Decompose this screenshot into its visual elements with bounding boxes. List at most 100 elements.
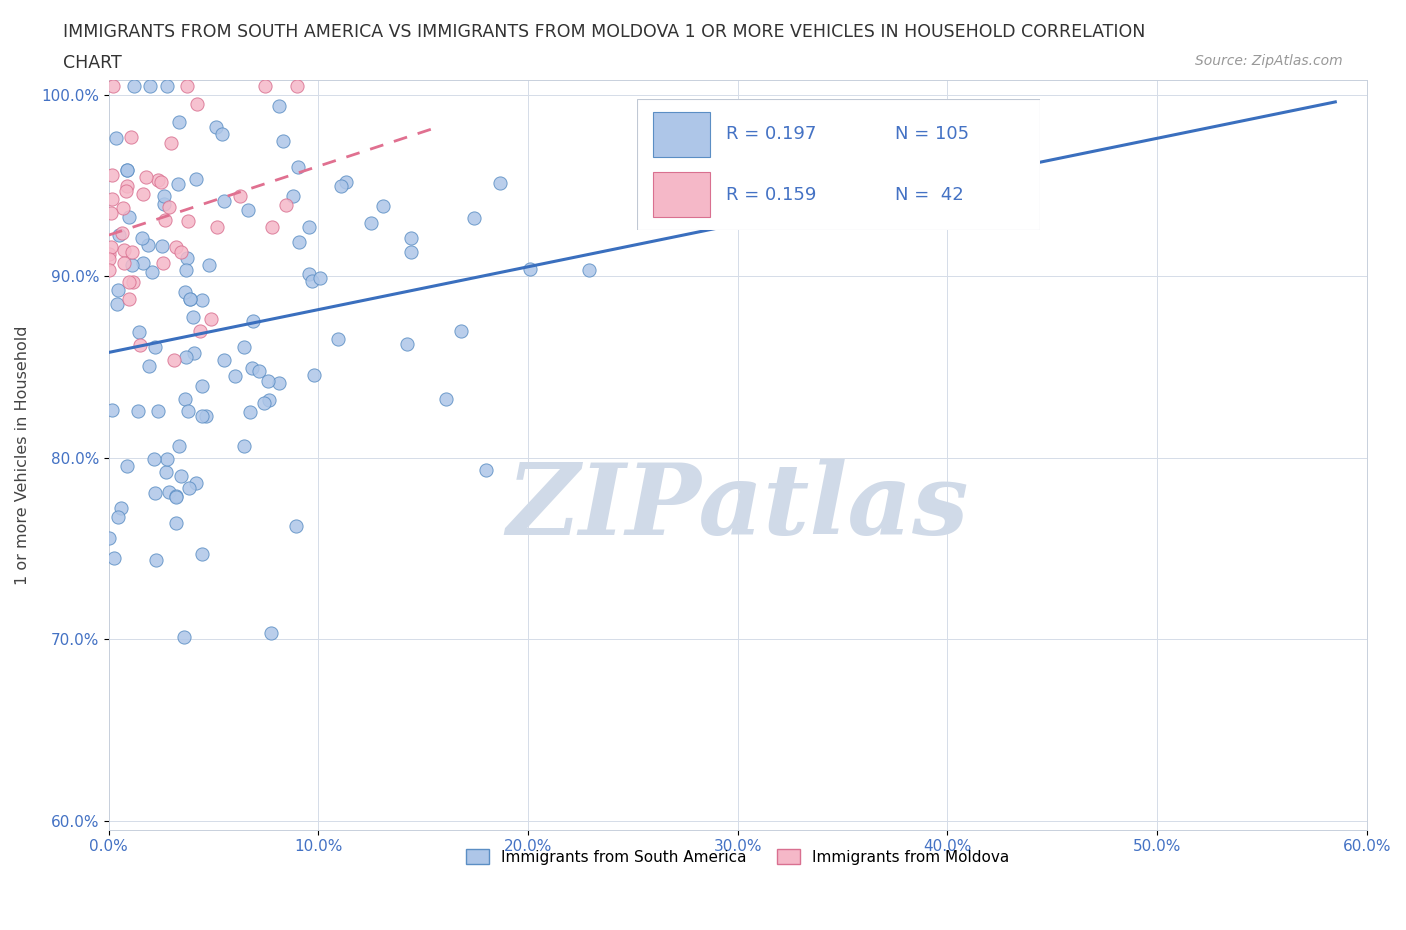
Point bbox=[186, 171, 208, 186]
Point bbox=[373, 198, 395, 213]
Text: ZIPatlas: ZIPatlas bbox=[506, 459, 969, 555]
Point bbox=[335, 175, 357, 190]
Point bbox=[104, 130, 127, 145]
Point bbox=[152, 196, 174, 211]
Point bbox=[247, 363, 270, 378]
Point bbox=[232, 438, 254, 453]
Point bbox=[287, 78, 309, 93]
Point bbox=[273, 133, 295, 148]
Point bbox=[214, 352, 236, 367]
Point bbox=[269, 375, 291, 390]
Point bbox=[145, 553, 167, 568]
Point bbox=[108, 228, 131, 243]
Point bbox=[100, 206, 122, 220]
Point bbox=[127, 404, 149, 418]
Point bbox=[259, 625, 281, 640]
Point bbox=[120, 130, 142, 145]
Point bbox=[165, 489, 187, 504]
Point bbox=[149, 175, 172, 190]
Point bbox=[212, 194, 235, 209]
Point bbox=[211, 126, 233, 141]
Point bbox=[131, 256, 153, 271]
Point bbox=[298, 266, 321, 281]
Point bbox=[329, 179, 352, 194]
Text: Source: ZipAtlas.com: Source: ZipAtlas.com bbox=[1195, 54, 1343, 68]
Point bbox=[107, 296, 129, 311]
Point bbox=[135, 170, 157, 185]
Point bbox=[179, 291, 201, 306]
Point bbox=[153, 189, 176, 204]
Point bbox=[118, 210, 141, 225]
Point bbox=[260, 219, 283, 234]
Point bbox=[157, 485, 180, 499]
Point bbox=[121, 245, 143, 259]
Point bbox=[97, 262, 120, 277]
Point bbox=[129, 338, 152, 352]
Point bbox=[236, 202, 259, 217]
Point bbox=[143, 485, 166, 500]
Point bbox=[253, 78, 276, 93]
Point bbox=[176, 250, 198, 265]
Point bbox=[308, 271, 330, 286]
Point bbox=[101, 402, 124, 417]
Point bbox=[115, 459, 138, 474]
Point bbox=[360, 216, 382, 231]
Point bbox=[110, 501, 132, 516]
Point bbox=[165, 515, 187, 530]
Point bbox=[204, 119, 226, 134]
Point bbox=[173, 285, 195, 299]
Point bbox=[167, 439, 190, 454]
Point bbox=[399, 231, 422, 246]
Point bbox=[122, 78, 145, 93]
Point bbox=[107, 283, 129, 298]
Point bbox=[173, 391, 195, 405]
Point bbox=[186, 97, 208, 112]
Point bbox=[242, 314, 264, 329]
Point bbox=[463, 210, 485, 225]
Point bbox=[101, 78, 124, 93]
Point bbox=[165, 488, 187, 503]
Point bbox=[179, 481, 201, 496]
Point bbox=[138, 358, 160, 373]
Point bbox=[281, 189, 304, 204]
Point bbox=[519, 261, 541, 276]
Point bbox=[103, 551, 125, 565]
Point bbox=[176, 262, 198, 277]
Point bbox=[138, 78, 160, 93]
Legend: Immigrants from South America, Immigrants from Moldova: Immigrants from South America, Immigrant… bbox=[460, 843, 1015, 870]
Point bbox=[101, 192, 124, 206]
Point bbox=[195, 408, 218, 423]
Point bbox=[152, 256, 174, 271]
Point bbox=[177, 403, 200, 418]
Point bbox=[112, 243, 135, 258]
Point bbox=[285, 518, 308, 533]
Point bbox=[167, 114, 190, 129]
Point bbox=[229, 189, 252, 204]
Point bbox=[326, 331, 349, 346]
Point bbox=[118, 292, 141, 307]
Point bbox=[117, 179, 139, 193]
Point bbox=[489, 175, 512, 190]
Point bbox=[165, 240, 187, 255]
Point bbox=[198, 258, 221, 272]
Point bbox=[288, 234, 311, 249]
Point bbox=[155, 465, 177, 480]
Point bbox=[475, 463, 498, 478]
Point bbox=[395, 337, 418, 352]
Point bbox=[118, 275, 141, 290]
Point bbox=[302, 367, 325, 382]
Point bbox=[181, 310, 204, 325]
Point bbox=[131, 230, 153, 245]
Point bbox=[115, 163, 138, 178]
Point bbox=[146, 172, 169, 187]
Point bbox=[578, 263, 600, 278]
Point bbox=[267, 99, 290, 113]
Point bbox=[157, 199, 180, 214]
Point bbox=[101, 167, 124, 182]
Point bbox=[191, 293, 214, 308]
Point bbox=[191, 547, 214, 562]
Point bbox=[141, 265, 163, 280]
Point bbox=[191, 379, 214, 393]
Point bbox=[156, 78, 179, 93]
Point bbox=[191, 408, 214, 423]
